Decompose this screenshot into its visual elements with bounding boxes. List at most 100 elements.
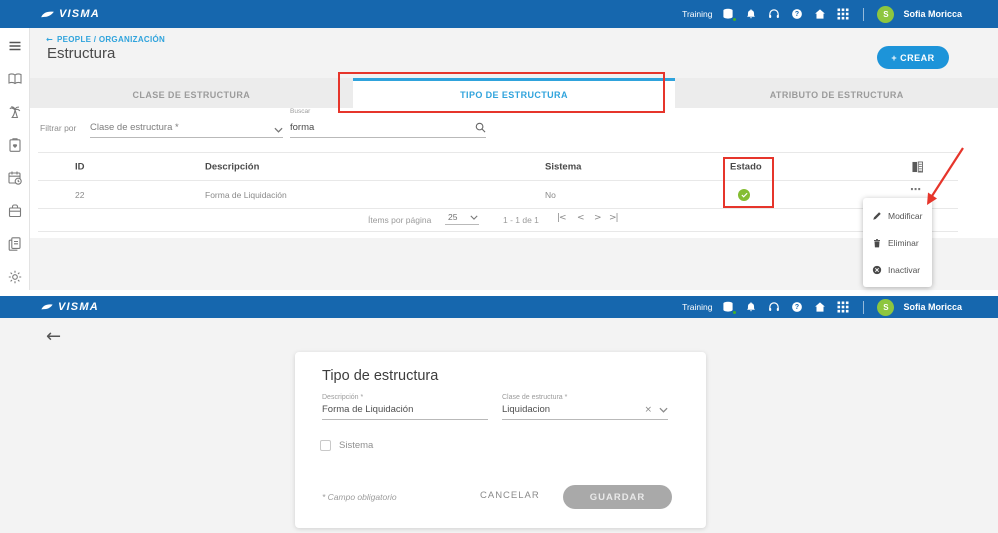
- table-row[interactable]: 22 Forma de Liquidación No ⋯: [38, 181, 958, 209]
- chevron-down-icon: [470, 215, 478, 220]
- cancel-button[interactable]: CANCELAR: [480, 490, 540, 501]
- descripcion-field: Descripción * Forma de Liquidación: [322, 394, 488, 420]
- breadcrumb-back-icon[interactable]: ←: [46, 35, 54, 44]
- sidebar-item-books-icon[interactable]: [7, 71, 23, 87]
- visma-logo: VISMA: [40, 8, 100, 20]
- column-header-descripcion: Descripción: [205, 161, 260, 172]
- pagination-first-icon[interactable]: |<: [557, 213, 567, 223]
- avatar[interactable]: S: [877, 298, 895, 316]
- user-name: Sofia Moricca: [903, 9, 962, 19]
- items-per-page-label: Ítems por página: [368, 215, 432, 225]
- bell-icon[interactable]: [744, 7, 758, 21]
- app-bar-right: Training ? S Sofia Moricca: [682, 5, 962, 23]
- table-panel: [30, 108, 998, 238]
- brand-name: VISMA: [59, 8, 100, 20]
- pagination-bar: Ítems por página 25 1 - 1 de 1 |< < > >|: [38, 209, 958, 232]
- columns-settings-icon[interactable]: [912, 161, 923, 173]
- environment-label: Training: [682, 9, 713, 19]
- divider: [863, 300, 865, 314]
- class-structure-select[interactable]: Clase de estructura *: [90, 114, 283, 138]
- structures-table: ID Descripción Sistema Estado 22 Forma d…: [38, 152, 958, 232]
- context-menu-item-modificar[interactable]: Modificar: [863, 202, 932, 229]
- clase-label: Clase de estructura *: [502, 394, 568, 401]
- tab-atributo-de-estructura[interactable]: ATRIBUTO DE ESTRUCTURA: [769, 89, 904, 100]
- pagination-last-icon[interactable]: >|: [609, 213, 619, 223]
- tab-clase-de-estructura[interactable]: CLASE DE ESTRUCTURA: [132, 89, 251, 100]
- pencil-icon: [873, 211, 881, 220]
- back-arrow-button[interactable]: ←: [46, 326, 62, 347]
- tab-tipo-de-estructura[interactable]: TIPO DE ESTRUCTURA: [352, 78, 676, 108]
- trash-icon: [874, 238, 880, 247]
- sistema-checkbox-label: Sistema: [339, 440, 374, 451]
- svg-text:?: ?: [795, 304, 799, 311]
- sidebar-item-clipboard-heart-icon[interactable]: [7, 137, 23, 153]
- clase-select-value[interactable]: Liquidacion: [502, 404, 551, 415]
- pagination-next-icon[interactable]: >: [594, 213, 601, 223]
- row-cell-id: 22: [75, 189, 85, 200]
- help-icon[interactable]: ?: [790, 300, 804, 314]
- chevron-down-icon[interactable]: [659, 407, 668, 413]
- items-per-page-value: 25: [448, 212, 458, 222]
- avatar[interactable]: S: [877, 5, 895, 23]
- row-context-menu: Modificar Eliminar Inactivar: [863, 198, 932, 287]
- sidebar-item-briefcase-icon[interactable]: [7, 203, 23, 219]
- items-per-page-select[interactable]: 25: [445, 211, 479, 225]
- headset-icon[interactable]: [767, 7, 781, 21]
- chevron-down-icon: [274, 127, 283, 133]
- database-icon[interactable]: [721, 7, 738, 22]
- form-title: Tipo de estructura: [322, 368, 439, 384]
- top-app-bar-2: VISMA Training ? S: [0, 296, 998, 318]
- clase-de-estructura-field: Clase de estructura * Liquidacion ×: [502, 394, 668, 420]
- environment-label: Training: [682, 302, 713, 312]
- breadcrumb[interactable]: ← PEOPLE / ORGANIZACIÓN: [46, 35, 165, 44]
- search-field: Buscar: [290, 108, 486, 138]
- bell-icon[interactable]: [744, 300, 758, 314]
- sistema-checkbox[interactable]: [320, 440, 331, 451]
- page-title: Estructura: [47, 45, 116, 62]
- top-app-bar: VISMA Training ? S: [0, 0, 998, 28]
- descripcion-input[interactable]: Forma de Liquidación: [322, 404, 414, 415]
- left-sidebar: [0, 28, 30, 290]
- descripcion-label: Descripción *: [322, 394, 364, 401]
- user-name: Sofia Moricca: [903, 302, 962, 312]
- home-icon[interactable]: [813, 7, 827, 21]
- sistema-checkbox-row: Sistema: [320, 440, 373, 451]
- save-button[interactable]: GUARDAR: [563, 485, 672, 509]
- clear-selection-icon[interactable]: ×: [644, 404, 652, 415]
- sidebar-item-documents-icon[interactable]: [7, 236, 23, 252]
- search-input[interactable]: [290, 122, 450, 133]
- database-status-dot: [732, 310, 738, 315]
- home-icon[interactable]: [813, 300, 827, 314]
- tipo-de-estructura-form: Tipo de estructura Descripción * Forma d…: [295, 352, 706, 528]
- tab-bar: CLASE DE ESTRUCTURA TIPO DE ESTRUCTURA A…: [30, 78, 998, 108]
- brand-name: VISMA: [58, 301, 99, 313]
- menu-icon[interactable]: [7, 38, 23, 54]
- visma-logo: VISMA: [40, 301, 99, 313]
- help-icon[interactable]: ?: [790, 7, 804, 21]
- class-structure-select-value: Clase de estructura *: [90, 122, 179, 133]
- column-header-estado: Estado: [730, 161, 762, 172]
- row-cell-descripcion: Forma de Liquidación: [205, 189, 287, 200]
- headset-icon[interactable]: [767, 300, 781, 314]
- status-active-check-icon: [738, 188, 750, 201]
- app-bar-right: Training ? S Sofia Moricca: [682, 298, 962, 316]
- table-header-row: ID Descripción Sistema Estado: [38, 152, 958, 181]
- sidebar-item-calendar-clock-icon[interactable]: [7, 170, 23, 186]
- pagination-range: 1 - 1 de 1: [503, 215, 539, 225]
- database-status-dot: [732, 17, 738, 22]
- pagination-prev-icon[interactable]: <: [577, 213, 584, 223]
- breadcrumb-text[interactable]: PEOPLE / ORGANIZACIÓN: [57, 35, 166, 44]
- context-menu-item-inactivar[interactable]: Inactivar: [863, 256, 932, 283]
- sidebar-item-palm-tree-icon[interactable]: [7, 104, 23, 120]
- create-button[interactable]: + CREAR: [877, 46, 949, 69]
- context-menu-item-eliminar[interactable]: Eliminar: [863, 229, 932, 256]
- search-icon[interactable]: [475, 122, 486, 133]
- apps-grid-icon[interactable]: [836, 7, 850, 21]
- row-actions-menu-trigger[interactable]: ⋯: [910, 183, 921, 196]
- sidebar-item-settings-gear-icon[interactable]: [7, 269, 23, 285]
- svg-text:?: ?: [795, 11, 799, 18]
- visma-swoosh-icon: [41, 11, 54, 17]
- database-icon[interactable]: [721, 300, 738, 315]
- apps-grid-icon[interactable]: [836, 300, 850, 314]
